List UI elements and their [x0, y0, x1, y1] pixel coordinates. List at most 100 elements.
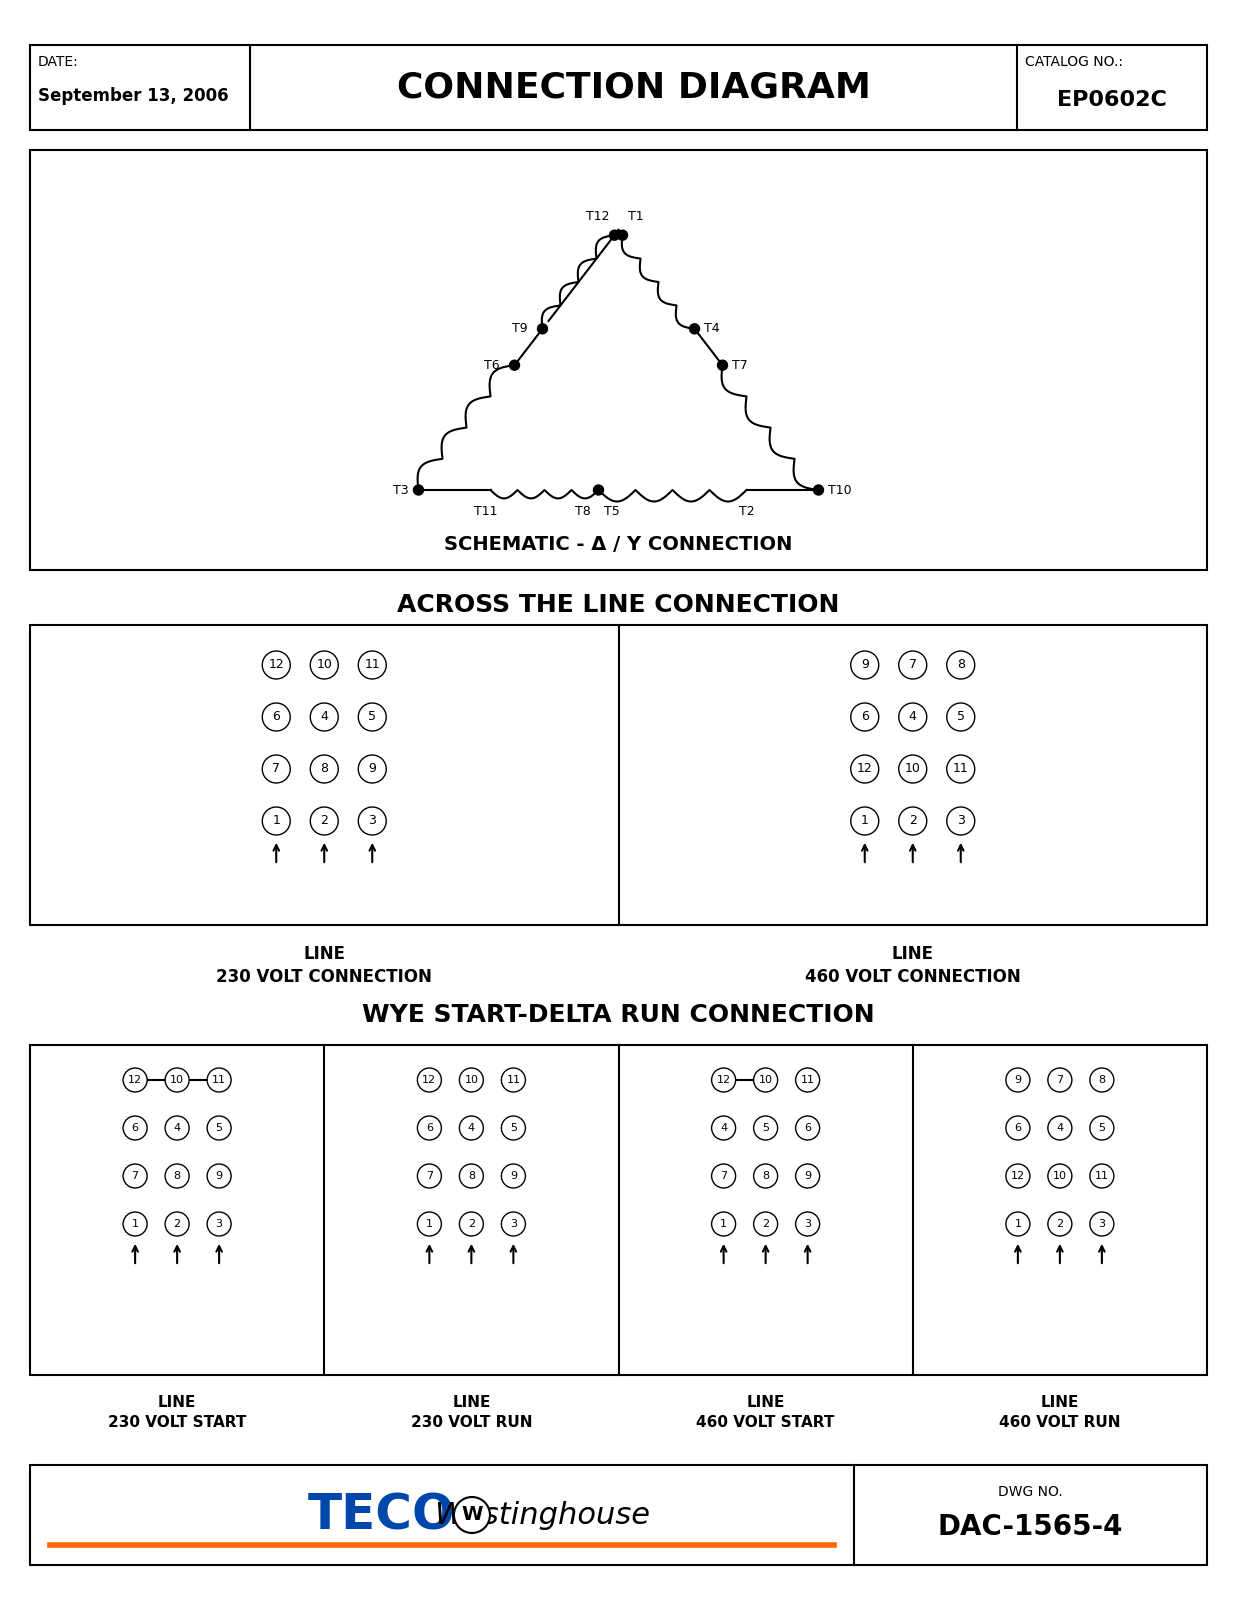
Text: 5: 5 [762, 1123, 769, 1133]
Circle shape [501, 1213, 526, 1235]
Text: 8: 8 [173, 1171, 181, 1181]
Text: 6: 6 [1014, 1123, 1022, 1133]
Circle shape [899, 755, 927, 782]
Text: T1: T1 [627, 210, 643, 222]
Text: 7: 7 [1056, 1075, 1064, 1085]
Circle shape [711, 1165, 736, 1187]
Text: T3: T3 [393, 483, 408, 496]
Circle shape [459, 1213, 484, 1235]
Text: 460 VOLT START: 460 VOLT START [696, 1414, 835, 1430]
Text: EP0602C: EP0602C [1058, 90, 1166, 110]
Text: 3: 3 [369, 814, 376, 827]
Circle shape [459, 1069, 484, 1091]
Bar [30, 45, 1207, 130]
Circle shape [711, 1069, 736, 1091]
Circle shape [711, 1213, 736, 1235]
Text: T11: T11 [474, 506, 497, 518]
Text: 11: 11 [365, 659, 380, 672]
Circle shape [1090, 1117, 1113, 1139]
Text: 1: 1 [131, 1219, 139, 1229]
Circle shape [1090, 1069, 1113, 1091]
Circle shape [946, 651, 975, 678]
Text: 10: 10 [904, 763, 920, 776]
Circle shape [262, 806, 291, 835]
Circle shape [795, 1069, 820, 1091]
Text: 6: 6 [272, 710, 281, 723]
Text: 4: 4 [320, 710, 328, 723]
Circle shape [124, 1213, 147, 1235]
Text: 4: 4 [720, 1123, 727, 1133]
Circle shape [851, 702, 878, 731]
Text: 2: 2 [468, 1219, 475, 1229]
Text: 11: 11 [800, 1075, 815, 1085]
Circle shape [359, 806, 386, 835]
Circle shape [851, 651, 878, 678]
Text: 5: 5 [215, 1123, 223, 1133]
Text: 12: 12 [422, 1075, 437, 1085]
Text: 2: 2 [320, 814, 328, 827]
Circle shape [610, 230, 620, 240]
Text: 7: 7 [426, 1171, 433, 1181]
Text: 10: 10 [464, 1075, 479, 1085]
Text: 7: 7 [131, 1171, 139, 1181]
Text: 2: 2 [762, 1219, 769, 1229]
Text: T10: T10 [829, 483, 852, 496]
Circle shape [510, 360, 520, 370]
Text: LINE: LINE [1040, 1395, 1079, 1410]
Text: 9: 9 [369, 763, 376, 776]
Circle shape [417, 1165, 442, 1187]
Text: 230 VOLT RUN: 230 VOLT RUN [411, 1414, 532, 1430]
Text: 1: 1 [1014, 1219, 1022, 1229]
Text: 5: 5 [369, 710, 376, 723]
Bar [30, 626, 1207, 925]
Bar [30, 150, 1207, 570]
Text: T4: T4 [705, 322, 720, 336]
Circle shape [165, 1117, 189, 1139]
Circle shape [310, 755, 338, 782]
Text: DWG NO.: DWG NO. [998, 1485, 1063, 1499]
Text: 9: 9 [804, 1171, 811, 1181]
Text: 12: 12 [1011, 1171, 1025, 1181]
Text: 3: 3 [1098, 1219, 1106, 1229]
Text: CATALOG NO.:: CATALOG NO.: [1025, 54, 1123, 69]
Circle shape [795, 1165, 820, 1187]
Text: 5: 5 [1098, 1123, 1106, 1133]
Circle shape [1006, 1165, 1030, 1187]
Circle shape [359, 651, 386, 678]
Text: 230 VOLT CONNECTION: 230 VOLT CONNECTION [216, 968, 432, 986]
Text: 7: 7 [272, 763, 281, 776]
Circle shape [359, 702, 386, 731]
Circle shape [310, 702, 338, 731]
Circle shape [1048, 1165, 1072, 1187]
Text: September 13, 2006: September 13, 2006 [38, 86, 229, 106]
Text: 1: 1 [426, 1219, 433, 1229]
Text: TECO: TECO [308, 1491, 455, 1539]
Circle shape [359, 755, 386, 782]
Text: WYE START-DELTA RUN CONNECTION: WYE START-DELTA RUN CONNECTION [362, 1003, 875, 1027]
Circle shape [899, 702, 927, 731]
Circle shape [899, 806, 927, 835]
Circle shape [262, 702, 291, 731]
Circle shape [1048, 1117, 1072, 1139]
Circle shape [753, 1165, 778, 1187]
Text: 12: 12 [129, 1075, 142, 1085]
Text: 12: 12 [857, 763, 872, 776]
Text: 7: 7 [909, 659, 917, 672]
Circle shape [851, 806, 878, 835]
Circle shape [1048, 1069, 1072, 1091]
Text: 8: 8 [320, 763, 328, 776]
Text: 10: 10 [317, 659, 333, 672]
Circle shape [165, 1069, 189, 1091]
Text: 4: 4 [173, 1123, 181, 1133]
Text: 2: 2 [173, 1219, 181, 1229]
Text: 11: 11 [952, 763, 969, 776]
Circle shape [594, 485, 604, 494]
Text: 12: 12 [716, 1075, 731, 1085]
Text: 6: 6 [131, 1123, 139, 1133]
Text: DATE:: DATE: [38, 54, 79, 69]
Circle shape [538, 323, 548, 334]
Bar [30, 1466, 1207, 1565]
Text: 12: 12 [268, 659, 285, 672]
Text: 3: 3 [804, 1219, 811, 1229]
Circle shape [899, 651, 927, 678]
